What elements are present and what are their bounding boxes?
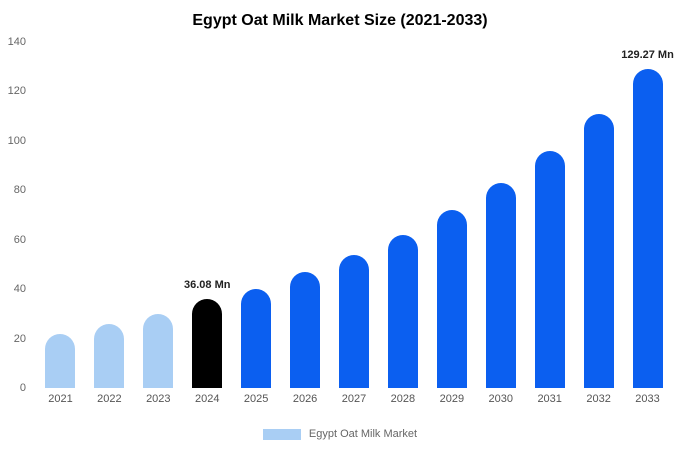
legend-label: Egypt Oat Milk Market	[308, 428, 418, 440]
x-tick-label: 2024	[194, 393, 220, 405]
x-axis: 2021 2022 2023 2024 2025 2026 2027 2028 2029 2030…	[36, 393, 672, 409]
y-tick-label: 140	[7, 36, 26, 48]
bar-slot	[36, 42, 85, 388]
bar-slot	[330, 42, 379, 388]
y-tick-label: 100	[7, 134, 26, 147]
bar-slot	[232, 42, 281, 388]
bar-2033	[632, 68, 663, 388]
legend: Egypt Oat Milk Market	[0, 427, 680, 441]
bar-2031	[534, 150, 565, 388]
chart-title: Egypt Oat Milk Market Size (2021-2033)	[192, 12, 488, 29]
y-tick-label: 0	[19, 382, 26, 394]
x-tick-label: 2025	[243, 393, 269, 405]
x-tick-label: 2033	[635, 393, 660, 405]
y-tick-label: 80	[13, 184, 26, 197]
x-tick-label: 2022	[97, 393, 122, 405]
data-label: 129.27 Mn	[621, 48, 674, 61]
x-tick-label: 2026	[292, 393, 318, 405]
y-tick-label: 120	[7, 85, 26, 98]
bar-slot	[476, 42, 525, 388]
bar-2030	[485, 182, 516, 388]
y-tick-label: 60	[13, 233, 26, 246]
bar-2026	[290, 271, 321, 388]
bar-2022	[94, 323, 125, 388]
x-tick-label: 2029	[439, 393, 465, 405]
bar-2028	[387, 234, 418, 388]
bar-2029	[436, 210, 467, 388]
bar-slot	[281, 42, 330, 388]
y-tick-label: 40	[13, 283, 26, 296]
data-label: 36.08 Mn	[183, 278, 231, 291]
bar-slot	[378, 42, 427, 388]
bar-2023	[143, 313, 174, 388]
x-tick-label: 2031	[537, 393, 562, 405]
plot-area: 36.08 Mn 129.27 Mn	[36, 42, 674, 388]
bar-slot: 36.08 Mn	[183, 42, 232, 388]
x-tick-label: 2021	[48, 393, 73, 405]
bar-slot	[427, 42, 476, 388]
bar-slot	[134, 42, 183, 388]
bar-slot	[574, 42, 623, 388]
bar-slot	[85, 42, 134, 388]
y-axis: 0 20 40 60 80 100 120 140	[0, 36, 30, 394]
bar-2032	[583, 113, 614, 388]
x-tick-label: 2030	[488, 393, 513, 405]
bar-slot	[525, 42, 574, 388]
bar-slot: 129.27 Mn	[621, 42, 674, 388]
bar-2024	[192, 298, 223, 388]
legend-swatch-icon	[262, 428, 301, 440]
x-tick-label: 2032	[586, 393, 611, 405]
bar-2021	[45, 333, 76, 388]
y-tick-label: 20	[13, 332, 26, 345]
x-tick-label: 2027	[341, 393, 367, 405]
bar-2025	[241, 289, 272, 388]
bar-2027	[338, 254, 369, 388]
x-tick-label: 2028	[390, 393, 416, 405]
x-tick-label: 2023	[146, 393, 171, 405]
